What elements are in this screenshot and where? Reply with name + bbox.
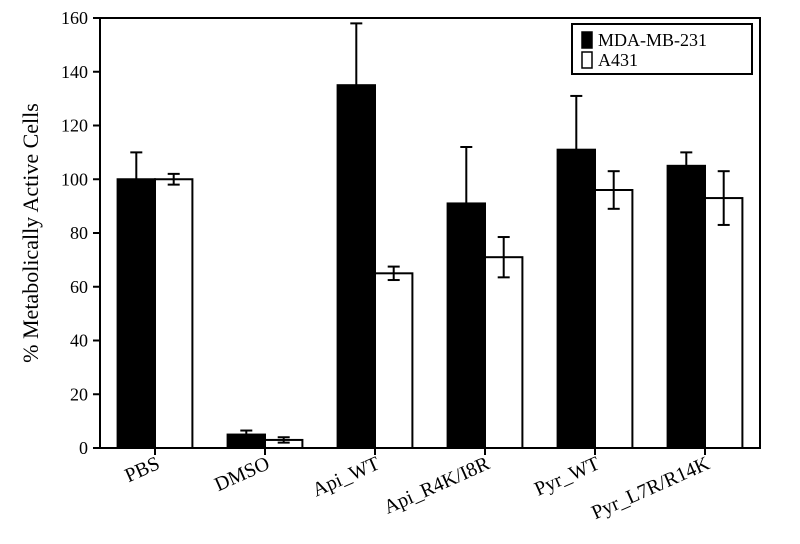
- chart-container: 0 20 40 60 80 100 120 140 160 % Metabolically Act…: [0, 0, 800, 544]
- x-category-label: Api_WT: [309, 452, 383, 501]
- x-category-label: Api_R4K/I8R: [381, 452, 494, 518]
- bar: [118, 179, 155, 448]
- legend-swatch: [582, 32, 592, 48]
- x-category-label: PBS: [122, 452, 163, 487]
- y-tick-label: 0: [79, 438, 88, 458]
- bar: [595, 190, 632, 448]
- y-tick-label: 120: [61, 116, 88, 136]
- y-tick-label: 160: [61, 8, 88, 28]
- bar: [485, 257, 522, 448]
- bar: [668, 166, 705, 448]
- y-tick-label: 60: [70, 277, 88, 297]
- bar-chart: 0 20 40 60 80 100 120 140 160 % Metabolically Act…: [0, 0, 800, 544]
- y-tick-label: 80: [70, 223, 88, 243]
- legend-label: A431: [598, 50, 638, 70]
- x-category-label: Pyr_L7R/R14K: [588, 452, 713, 524]
- y-tick-label: 100: [61, 169, 88, 189]
- y-tick-label: 140: [61, 62, 88, 82]
- legend-swatch: [582, 52, 592, 68]
- x-category-label: Pyr_WT: [531, 452, 603, 500]
- plot-frame: [100, 18, 760, 448]
- legend-label: MDA-MB-231: [598, 30, 707, 50]
- bar: [155, 179, 192, 448]
- y-axis-label: % Metabolically Active Cells: [18, 103, 43, 363]
- y-tick-label: 20: [70, 384, 88, 404]
- y-tick-label: 40: [70, 331, 88, 351]
- bar: [375, 273, 412, 448]
- x-category-label: DMSO: [211, 452, 273, 496]
- bar: [705, 198, 742, 448]
